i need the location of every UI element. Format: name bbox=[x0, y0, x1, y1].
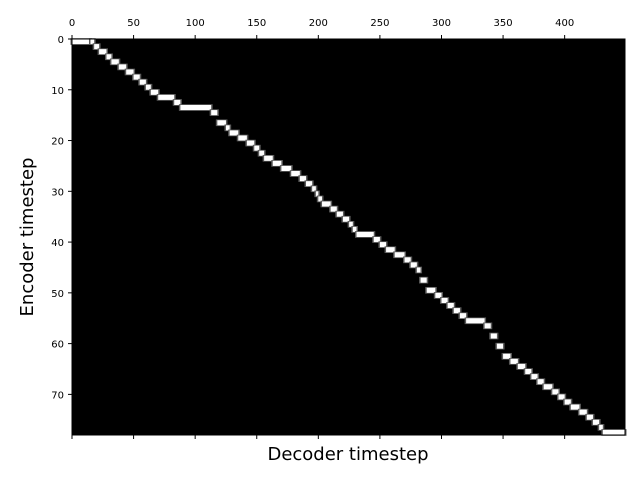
alignment-segment bbox=[466, 318, 485, 324]
x-tick-label: 50 bbox=[127, 18, 140, 29]
plot-frame bbox=[71, 38, 626, 436]
alignment-segment bbox=[394, 252, 405, 258]
alignment-segment bbox=[543, 384, 553, 390]
alignment-segment bbox=[570, 404, 580, 410]
heatmap-background bbox=[72, 39, 625, 435]
alignment-segment bbox=[318, 196, 323, 202]
x-tick-label: 150 bbox=[247, 18, 266, 29]
alignment-segment bbox=[435, 292, 442, 298]
alignment-segment bbox=[373, 237, 380, 243]
alignment-segment bbox=[264, 155, 273, 161]
alignment-segment bbox=[410, 262, 417, 268]
alignment-segment bbox=[90, 39, 95, 45]
alignment-segment bbox=[246, 140, 255, 146]
alignment-segment bbox=[238, 135, 247, 141]
alignment-segment bbox=[94, 44, 100, 50]
alignment-segment bbox=[158, 94, 175, 100]
alignment-segment bbox=[602, 429, 625, 435]
alignment-segment bbox=[537, 379, 544, 385]
alignment-segment bbox=[447, 303, 454, 309]
alignment-segment bbox=[291, 171, 300, 177]
alignment-segment bbox=[312, 186, 316, 192]
y-tick-label: 0 bbox=[58, 35, 64, 46]
alignment-segment bbox=[133, 74, 140, 80]
alignment-segment bbox=[564, 399, 571, 405]
alignment-segment bbox=[306, 181, 313, 187]
alignment-segment bbox=[225, 125, 230, 131]
alignment-segment bbox=[330, 206, 337, 212]
alignment-segment bbox=[404, 257, 411, 263]
alignment-segment bbox=[145, 84, 151, 90]
alignment-segment bbox=[118, 64, 127, 70]
x-tick-label: 300 bbox=[432, 18, 451, 29]
alignment-segment bbox=[229, 130, 239, 136]
alignment-segment bbox=[426, 287, 436, 293]
alignment-segment bbox=[272, 160, 282, 166]
alignment-segment bbox=[217, 120, 226, 126]
x-tick-label: 250 bbox=[370, 18, 389, 29]
alignment-segment bbox=[420, 277, 427, 283]
alignment-segment bbox=[531, 374, 538, 380]
y-tick-label: 30 bbox=[51, 187, 64, 198]
alignment-segment bbox=[558, 394, 565, 400]
alignment-segment bbox=[349, 221, 353, 227]
y-tick-label: 50 bbox=[51, 289, 64, 300]
alignment-segment bbox=[379, 242, 387, 248]
alignment-segment bbox=[510, 358, 518, 364]
alignment-segment bbox=[579, 409, 587, 415]
y-axis-title: Encoder timestep bbox=[17, 158, 38, 317]
alignment-segment bbox=[315, 191, 319, 197]
alignment-segment bbox=[322, 201, 331, 207]
alignment-segment bbox=[517, 363, 526, 369]
alignment-segment bbox=[503, 353, 511, 359]
alignment-segment bbox=[356, 231, 374, 237]
alignment-segment bbox=[599, 424, 603, 430]
x-tick-label: 100 bbox=[186, 18, 205, 29]
y-tick-label: 70 bbox=[51, 390, 64, 401]
alignment-path bbox=[70, 38, 627, 436]
x-axis-ticks: 0 50 100 150 200 250 300 350 400 bbox=[69, 18, 574, 439]
alignment-segment bbox=[352, 226, 357, 232]
alignment-segment bbox=[180, 105, 212, 111]
alignment-segment bbox=[150, 89, 159, 95]
alignment-segment bbox=[111, 59, 119, 65]
alignment-segment bbox=[525, 369, 532, 375]
alignment-segment bbox=[496, 343, 504, 349]
alignment-segment bbox=[586, 414, 593, 420]
y-tick-label: 60 bbox=[51, 340, 64, 351]
alignment-segment bbox=[342, 216, 350, 222]
alignment-segment bbox=[281, 165, 292, 171]
alignment-segment bbox=[254, 145, 260, 151]
alignment-segment bbox=[441, 297, 448, 303]
x-axis-title: Decoder timestep bbox=[267, 444, 428, 465]
x-tick-label: 400 bbox=[555, 18, 574, 29]
alignment-segment bbox=[459, 313, 467, 319]
alignment-segment bbox=[259, 150, 265, 156]
alignment-segment bbox=[490, 333, 497, 339]
alignment-segment bbox=[126, 69, 134, 75]
alignment-segment bbox=[106, 54, 112, 60]
alignment-segment bbox=[174, 99, 181, 105]
alignment-segment bbox=[336, 211, 343, 217]
alignment-segment bbox=[386, 247, 395, 253]
y-tick-label: 10 bbox=[51, 86, 64, 97]
alignment-segment bbox=[484, 323, 491, 329]
alignment-segment bbox=[211, 110, 218, 116]
x-tick-label: 200 bbox=[309, 18, 328, 29]
alignment-segment bbox=[99, 49, 107, 55]
alignment-segment bbox=[453, 308, 460, 314]
y-axis-ticks: 0 10 20 30 40 50 60 70 bbox=[51, 35, 72, 401]
x-tick-label: 350 bbox=[494, 18, 513, 29]
y-tick-label: 20 bbox=[51, 137, 64, 148]
alignment-segment bbox=[416, 267, 421, 273]
alignment-segment bbox=[299, 176, 307, 182]
alignment-segment bbox=[139, 79, 146, 85]
alignment-segment bbox=[592, 419, 600, 425]
x-tick-label: 0 bbox=[69, 18, 75, 29]
alignment-segment bbox=[552, 389, 559, 395]
y-tick-label: 40 bbox=[51, 238, 64, 249]
alignment-segment bbox=[72, 39, 91, 45]
